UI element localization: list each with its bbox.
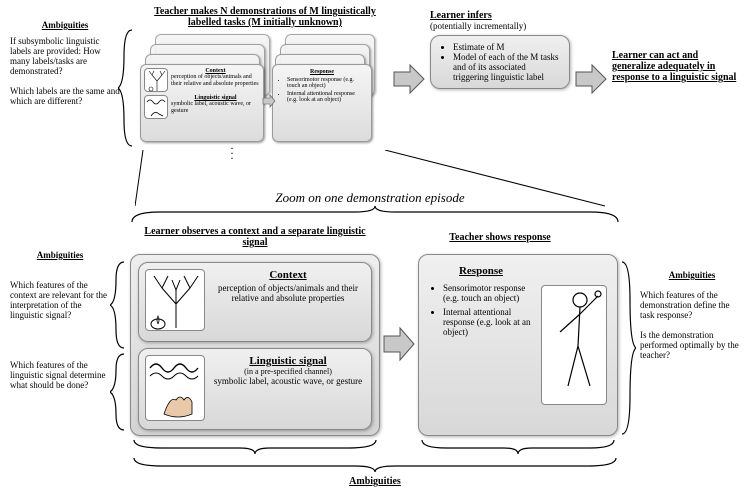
- front-left-card: Context perception of objects/animals an…: [140, 64, 264, 142]
- tree-icon: [145, 269, 205, 331]
- brace-context-icon: [110, 260, 126, 350]
- context-card: Context perception of objects/animals an…: [138, 262, 372, 342]
- person-icon: [541, 285, 607, 405]
- top-left-ambiguities: Ambiguities If subsymbolic linguistic la…: [10, 20, 120, 106]
- mini-arrow-icon: [262, 94, 276, 108]
- response-card: Response Sensorimotor response (e.g. tou…: [418, 254, 618, 436]
- zoom-label: Zoom on one demonstration episode: [170, 190, 570, 206]
- signal-thumb-icon: [144, 95, 168, 119]
- arrow-3-icon: [382, 324, 416, 364]
- demo-stack: Context perception of objects/animals an…: [140, 34, 390, 154]
- ling-card: Linguistic signal (in a pre-specified ch…: [138, 348, 372, 430]
- brace-left-top-icon: [118, 28, 134, 148]
- brace-bottom-left-icon: [132, 438, 378, 454]
- resp-title: Teacher shows response: [400, 232, 600, 243]
- bottom-left-ambig2: Which features of the linguistic signal …: [10, 360, 110, 390]
- obs-title: Learner observes a context and a separat…: [140, 226, 370, 248]
- ambig-text-1: If subsymbolic linguistic labels are pro…: [10, 36, 120, 76]
- learner-infers-block: Learner infers (potentially incrementall…: [430, 10, 570, 89]
- bottom-right-ambig: Ambiguities Which features of the demons…: [640, 270, 744, 360]
- front-right-card: Response Sensorimotor response (e.g. tou…: [272, 64, 372, 142]
- bottom-left-ambig: Ambiguities Which features of the contex…: [10, 250, 110, 320]
- brace-bottom-big-icon: [132, 456, 618, 474]
- outcome-text: Learner can act and generalize adequatel…: [612, 50, 742, 83]
- ambig-text-2: Which labels are the same and which are …: [10, 86, 120, 106]
- arrow-2-icon: [574, 62, 608, 96]
- brace-ling-icon: [110, 352, 126, 432]
- ambig-title: Ambiguities: [10, 20, 120, 30]
- bottom-ambig-label: Ambiguities: [320, 476, 430, 487]
- arrow-1-icon: [392, 62, 426, 96]
- teacher-title: Teacher makes N demonstrations of M ling…: [150, 6, 380, 28]
- wave-hand-icon: [145, 355, 205, 421]
- brace-bottom-right-icon: [420, 438, 616, 454]
- zoom-top-brace-icon: [130, 206, 620, 224]
- tree-thumb-icon: [144, 68, 168, 92]
- brace-right-icon: [620, 260, 636, 436]
